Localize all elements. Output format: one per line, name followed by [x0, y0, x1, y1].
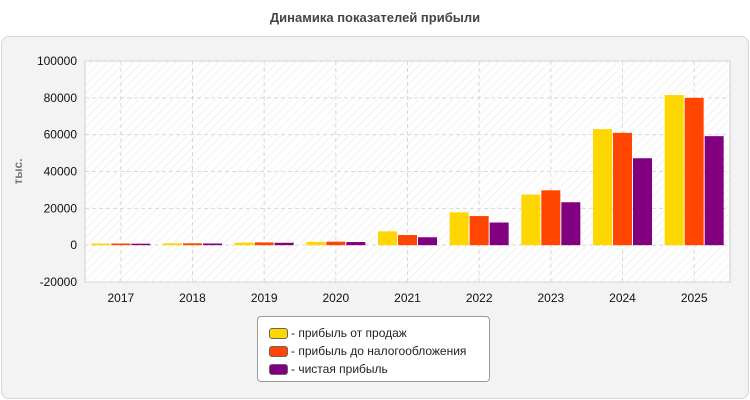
y-tick-label: 80000: [44, 91, 78, 105]
bar-2021-series-0: [378, 231, 397, 245]
y-tick-label: 100000: [37, 54, 77, 68]
x-tick-label: 2020: [322, 291, 349, 305]
bar-2024-series-1: [613, 133, 632, 245]
x-tick-label: 2018: [179, 291, 206, 305]
bar-2018-series-1: [183, 243, 202, 245]
bar-2019-series-2: [275, 243, 294, 245]
y-tick-label: 40000: [44, 165, 78, 179]
bar-2020-series-1: [326, 242, 345, 245]
x-tick-label: 2025: [681, 291, 708, 305]
y-tick-label: -20000: [40, 275, 78, 289]
legend: - прибыль от продаж - прибыль до налогоо…: [257, 316, 490, 382]
bar-2025-series-1: [685, 98, 704, 245]
bar-2017-series-0: [91, 244, 110, 246]
y-tick-label: 0: [70, 238, 77, 252]
legend-swatch-sales-profit: [269, 328, 288, 339]
bar-2022-series-0: [450, 212, 469, 245]
bar-2025-series-2: [705, 136, 724, 245]
y-axis-label: тыс.: [11, 158, 25, 184]
legend-label-net-profit: - чистая прибыль: [291, 362, 388, 376]
legend-label-sales-profit: - прибыль от продаж: [291, 326, 407, 340]
bar-2023-series-2: [561, 202, 580, 245]
bar-2022-series-2: [490, 223, 509, 246]
bar-2025-series-0: [665, 95, 684, 245]
legend-label-pretax-profit: - прибыль до налогообложения: [291, 344, 466, 358]
x-tick-label: 2024: [609, 291, 636, 305]
bar-2024-series-0: [593, 129, 612, 245]
bar-2022-series-1: [470, 216, 489, 245]
bar-2021-series-1: [398, 235, 417, 245]
y-tick-label: 60000: [44, 128, 78, 142]
bar-2023-series-0: [521, 195, 540, 246]
bar-2019-series-1: [255, 242, 274, 245]
bar-2018-series-2: [203, 244, 222, 246]
x-tick-label: 2021: [394, 291, 421, 305]
legend-item-net-profit: - чистая прибыль: [258, 360, 489, 378]
bar-2024-series-2: [633, 158, 652, 245]
bar-2023-series-1: [541, 190, 560, 245]
x-tick-label: 2017: [107, 291, 134, 305]
bar-2017-series-1: [111, 244, 130, 246]
bar-2021-series-2: [418, 237, 437, 245]
legend-item-sales-profit: - прибыль от продаж: [258, 324, 489, 342]
bar-2020-series-0: [306, 242, 325, 245]
bar-2020-series-2: [346, 242, 365, 245]
bar-2017-series-2: [131, 244, 150, 245]
x-tick-label: 2022: [466, 291, 493, 305]
legend-swatch-net-profit: [269, 364, 288, 375]
y-tick-label: 20000: [44, 201, 78, 215]
x-tick-label: 2019: [251, 291, 278, 305]
x-tick-label: 2023: [537, 291, 564, 305]
bar-2018-series-0: [163, 243, 182, 245]
legend-swatch-pretax-profit: [269, 346, 288, 357]
bar-2019-series-0: [235, 243, 254, 246]
legend-item-pretax-profit: - прибыль до налогообложения: [258, 342, 489, 360]
